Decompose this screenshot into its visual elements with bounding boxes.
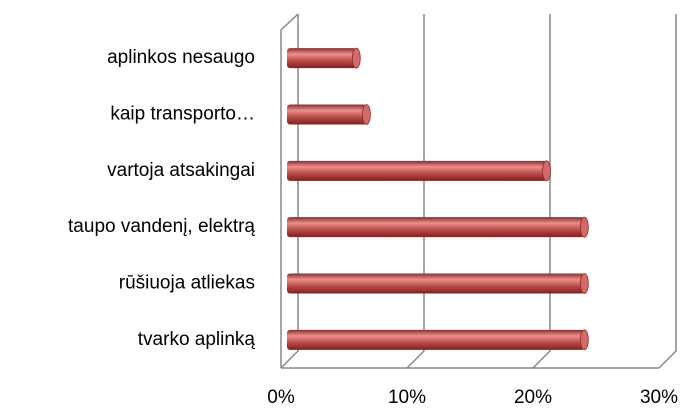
bar	[287, 273, 585, 294]
bar-cap	[579, 329, 589, 351]
x-tick-label: 10%	[388, 387, 426, 408]
grid-line	[532, 14, 551, 369]
bar-cap	[579, 216, 589, 238]
x-tick-label: 20%	[514, 387, 552, 408]
bar	[287, 160, 547, 181]
bar-cap	[542, 160, 551, 182]
bar	[287, 217, 585, 238]
y-tick-label: aplinkos nesaugo	[107, 47, 255, 68]
x-tick-label: 30%	[640, 387, 678, 408]
y-tick-label: vartoja atsakingai	[107, 160, 255, 181]
y-tick-label: kaip transporto…	[110, 104, 255, 125]
y-tick-label: rūšiuoja atliekas	[119, 273, 255, 294]
axis-frame	[280, 13, 659, 369]
bar-cap	[579, 273, 589, 294]
y-tick-label: tvarko aplinką	[138, 329, 256, 350]
bar-cap	[351, 47, 361, 69]
y-tick-label: taupo vandenį, elektrą	[68, 216, 255, 237]
bar	[287, 48, 357, 69]
bar-cap	[361, 104, 371, 125]
bar	[287, 104, 367, 125]
x-tick-label: 0%	[267, 387, 295, 408]
bar	[287, 329, 585, 350]
grid-line	[280, 14, 299, 369]
grid-line	[406, 14, 425, 369]
grid-line	[658, 14, 677, 369]
